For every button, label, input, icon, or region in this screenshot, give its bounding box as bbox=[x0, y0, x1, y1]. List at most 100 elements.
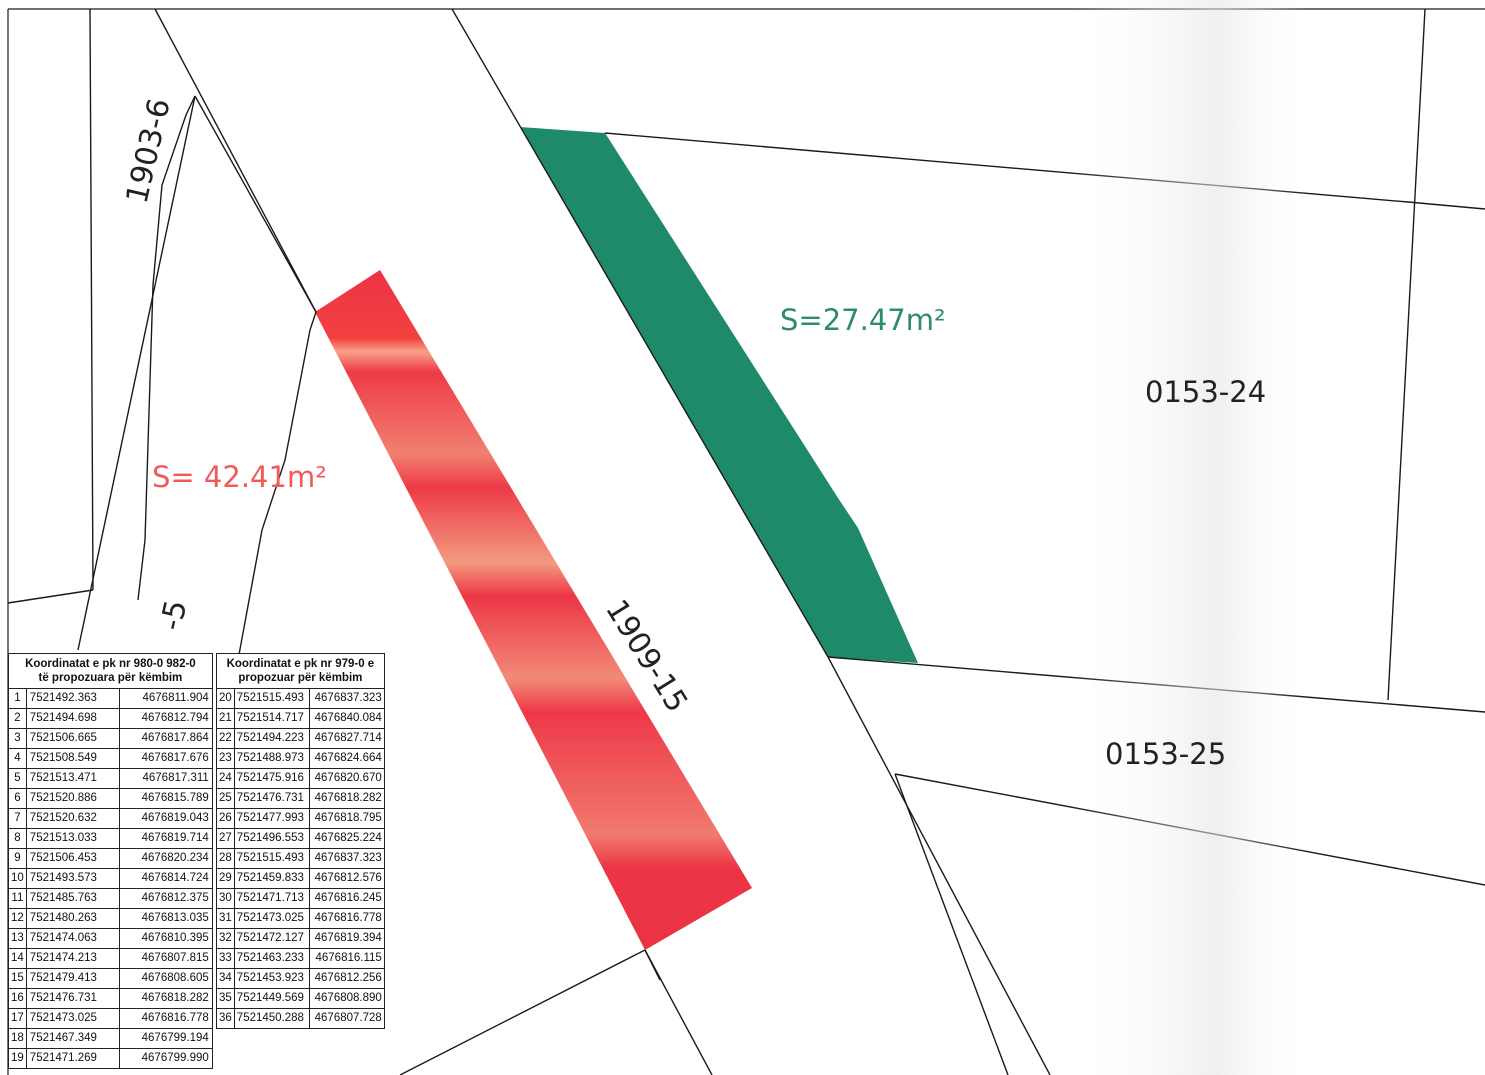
x-coordinate: 7521496.553 bbox=[233, 828, 310, 849]
y-coordinate: 4676812.576 bbox=[308, 868, 385, 889]
table-row: 31 7521473.025 4676816.778 bbox=[216, 908, 385, 929]
point-number: 1 bbox=[8, 688, 27, 709]
table-row: 29 7521459.833 4676812.576 bbox=[216, 868, 385, 889]
y-coordinate: 4676818.282 bbox=[308, 788, 385, 809]
table-row: 7 7521520.632 4676819.043 bbox=[8, 808, 213, 829]
x-coordinate: 7521506.665 bbox=[25, 728, 120, 749]
green-area-label: S=27.47m² bbox=[780, 303, 946, 337]
point-number: 6 bbox=[8, 788, 27, 809]
point-number: 25 bbox=[216, 788, 235, 809]
x-coordinate: 7521513.033 bbox=[25, 828, 120, 849]
table-row: 10 7521493.573 4676814.724 bbox=[8, 868, 213, 889]
table-row: 28 7521515.493 4676837.323 bbox=[216, 848, 385, 869]
coordinates-table-left: Koordinatat e pk nr 980-0 982-0 të propo… bbox=[8, 653, 213, 1069]
x-coordinate: 7521494.223 bbox=[233, 728, 310, 749]
y-coordinate: 4676819.394 bbox=[308, 928, 385, 949]
coordinates-table-right: Koordinatat e pk nr 979-0 e propozuar pë… bbox=[216, 653, 385, 1029]
point-number: 10 bbox=[8, 868, 27, 889]
table-row: 5 7521513.471 4676817.311 bbox=[8, 768, 213, 789]
x-coordinate: 7521474.063 bbox=[25, 928, 120, 949]
point-number: 29 bbox=[216, 868, 235, 889]
y-coordinate: 4676817.676 bbox=[118, 748, 213, 769]
table-row: 13 7521474.063 4676810.395 bbox=[8, 928, 213, 949]
y-coordinate: 4676837.323 bbox=[308, 848, 385, 869]
y-coordinate: 4676799.194 bbox=[118, 1028, 213, 1049]
y-coordinate: 4676812.256 bbox=[308, 968, 385, 989]
x-coordinate: 7521506.453 bbox=[25, 848, 120, 869]
x-coordinate: 7521449.569 bbox=[233, 988, 310, 1009]
table-row: 11 7521485.763 4676812.375 bbox=[8, 888, 213, 909]
y-coordinate: 4676799.990 bbox=[118, 1048, 213, 1069]
x-coordinate: 7521508.549 bbox=[25, 748, 120, 769]
point-number: 27 bbox=[216, 828, 235, 849]
y-coordinate: 4676808.890 bbox=[308, 988, 385, 1009]
table-row: 23 7521488.973 4676824.664 bbox=[216, 748, 385, 769]
table-row: 25 7521476.731 4676818.282 bbox=[216, 788, 385, 809]
table-row: 34 7521453.923 4676812.256 bbox=[216, 968, 385, 989]
table-right-header-line1: Koordinatat e pk nr 979-0 e bbox=[226, 658, 375, 670]
table-row: 22 7521494.223 4676827.714 bbox=[216, 728, 385, 749]
table-row: 30 7521471.713 4676816.245 bbox=[216, 888, 385, 909]
x-coordinate: 7521493.573 bbox=[25, 868, 120, 889]
x-coordinate: 7521480.263 bbox=[25, 908, 120, 929]
y-coordinate: 4676814.724 bbox=[118, 868, 213, 889]
table-row: 18 7521467.349 4676799.194 bbox=[8, 1028, 213, 1049]
y-coordinate: 4676818.282 bbox=[118, 988, 213, 1009]
y-coordinate: 4676827.714 bbox=[308, 728, 385, 749]
y-coordinate: 4676820.234 bbox=[118, 848, 213, 869]
point-number: 22 bbox=[216, 728, 235, 749]
y-coordinate: 4676817.311 bbox=[118, 768, 213, 789]
point-number: 2 bbox=[8, 708, 27, 729]
table-row: 32 7521472.127 4676819.394 bbox=[216, 928, 385, 949]
table-row: 33 7521463.233 4676816.115 bbox=[216, 948, 385, 969]
x-coordinate: 7521520.886 bbox=[25, 788, 120, 809]
x-coordinate: 7521477.993 bbox=[233, 808, 310, 829]
x-coordinate: 7521475.916 bbox=[233, 768, 310, 789]
x-coordinate: 7521467.349 bbox=[25, 1028, 120, 1049]
table-row: 20 7521515.493 4676837.323 bbox=[216, 688, 385, 709]
point-number: 28 bbox=[216, 848, 235, 869]
y-coordinate: 4676819.043 bbox=[118, 808, 213, 829]
table-row: 12 7521480.263 4676813.035 bbox=[8, 908, 213, 929]
x-coordinate: 7521472.127 bbox=[233, 928, 310, 949]
y-coordinate: 4676808.605 bbox=[118, 968, 213, 989]
point-number: 34 bbox=[216, 968, 235, 989]
x-coordinate: 7521515.493 bbox=[233, 848, 310, 869]
point-number: 9 bbox=[8, 848, 27, 869]
point-number: 23 bbox=[216, 748, 235, 769]
y-coordinate: 4676815.789 bbox=[118, 788, 213, 809]
y-coordinate: 4676811.904 bbox=[118, 688, 213, 709]
x-coordinate: 7521450.288 bbox=[233, 1008, 310, 1029]
y-coordinate: 4676812.794 bbox=[118, 708, 213, 729]
point-number: 8 bbox=[8, 828, 27, 849]
table-right-header: Koordinatat e pk nr 979-0 e propozuar pë… bbox=[216, 653, 385, 689]
x-coordinate: 7521514.717 bbox=[233, 708, 310, 729]
point-number: 35 bbox=[216, 988, 235, 1009]
red-area-label: S= 42.41m² bbox=[152, 460, 327, 494]
y-coordinate: 4676816.778 bbox=[308, 908, 385, 929]
point-number: 26 bbox=[216, 808, 235, 829]
point-number: 5 bbox=[8, 768, 27, 789]
table-row: 16 7521476.731 4676818.282 bbox=[8, 988, 213, 1009]
y-coordinate: 4676813.035 bbox=[118, 908, 213, 929]
point-number: 14 bbox=[8, 948, 27, 969]
table-row: 19 7521471.269 4676799.990 bbox=[8, 1048, 213, 1069]
parcel-label-0153-24: 0153-24 bbox=[1145, 375, 1266, 409]
point-number: 11 bbox=[8, 888, 27, 909]
point-number: 21 bbox=[216, 708, 235, 729]
point-number: 3 bbox=[8, 728, 27, 749]
y-coordinate: 4676824.664 bbox=[308, 748, 385, 769]
x-coordinate: 7521513.471 bbox=[25, 768, 120, 789]
table-row: 26 7521477.993 4676818.795 bbox=[216, 808, 385, 829]
x-coordinate: 7521515.493 bbox=[233, 688, 310, 709]
y-coordinate: 4676820.670 bbox=[308, 768, 385, 789]
table-left-header-line2: të propozuara për këmbim bbox=[38, 672, 183, 684]
point-number: 4 bbox=[8, 748, 27, 769]
point-number: 12 bbox=[8, 908, 27, 929]
point-number: 13 bbox=[8, 928, 27, 949]
table-row: 6 7521520.886 4676815.789 bbox=[8, 788, 213, 809]
x-coordinate: 7521476.731 bbox=[233, 788, 310, 809]
x-coordinate: 7521474.213 bbox=[25, 948, 120, 969]
x-coordinate: 7521473.025 bbox=[233, 908, 310, 929]
table-row: 1 7521492.363 4676811.904 bbox=[8, 688, 213, 709]
